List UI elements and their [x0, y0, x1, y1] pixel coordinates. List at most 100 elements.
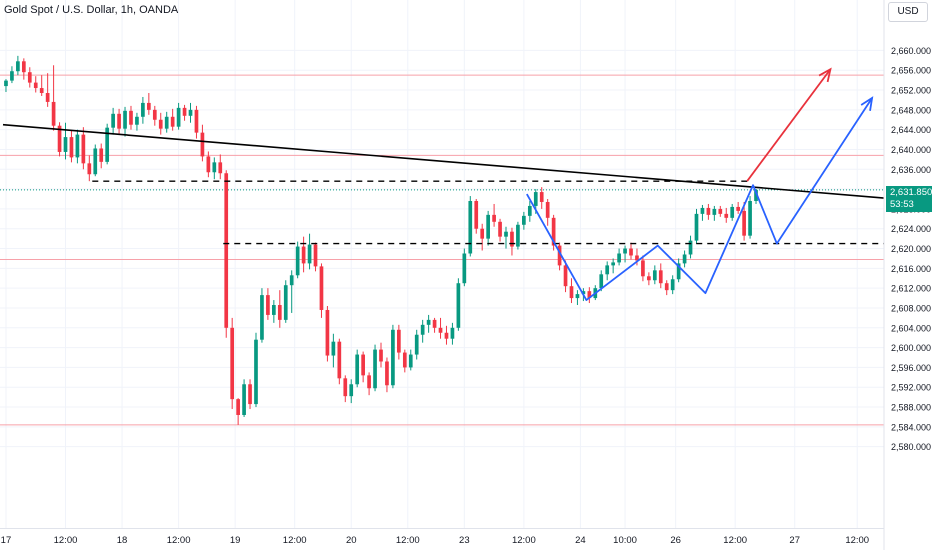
- candle: [486, 210, 490, 246]
- candle: [10, 66, 14, 84]
- candle-body: [379, 349, 383, 362]
- candle-body: [545, 201, 550, 218]
- candle: [295, 241, 300, 279]
- y-tick-label: 2,604.000: [891, 323, 931, 333]
- x-tick-label: 12:00: [845, 535, 869, 546]
- arrowhead-blue: [860, 96, 874, 111]
- candle-body: [397, 329, 401, 353]
- candle: [652, 265, 657, 285]
- candle-body: [99, 148, 104, 162]
- candle-body: [57, 125, 62, 152]
- currency-button[interactable]: USD: [888, 2, 928, 22]
- candle: [57, 122, 62, 157]
- projection-path-blue: [526, 97, 873, 301]
- y-tick-label: 2,588.000: [891, 403, 931, 413]
- candle: [557, 242, 562, 271]
- candle-body: [623, 248, 627, 254]
- candle-body: [188, 109, 193, 116]
- y-tick-label: 2,600.000: [891, 343, 931, 353]
- candle: [182, 104, 187, 121]
- candle-body: [152, 109, 157, 120]
- candle: [212, 157, 217, 180]
- candle: [141, 96, 145, 124]
- candle-body: [480, 228, 485, 239]
- candle-body: [587, 291, 592, 299]
- candle: [456, 278, 461, 331]
- candle: [700, 204, 705, 221]
- candle-body: [307, 244, 312, 264]
- candle: [617, 248, 621, 266]
- candle: [438, 317, 443, 339]
- current-price-badge: 2,631.850 53:53: [886, 186, 932, 212]
- candle: [670, 275, 675, 295]
- candle: [4, 79, 8, 93]
- candle: [123, 106, 127, 137]
- candle: [87, 155, 92, 182]
- x-tick-label: 23: [459, 535, 470, 546]
- candle: [408, 349, 413, 371]
- candle-body: [248, 384, 252, 405]
- candle-body: [504, 231, 508, 237]
- x-tick-label: 12:00: [396, 535, 420, 546]
- candle: [260, 288, 264, 343]
- chart-title: Gold Spot / U.S. Dollar, 1h, OANDA: [4, 4, 179, 16]
- candle: [397, 324, 401, 360]
- candle-body: [700, 207, 705, 214]
- candle-body: [51, 101, 56, 126]
- y-tick-label: 2,592.000: [891, 383, 931, 393]
- y-tick-label: 2,660.000: [891, 46, 931, 56]
- candle: [283, 280, 288, 323]
- candle: [248, 379, 252, 410]
- candle: [718, 205, 723, 217]
- y-tick-label: 2,616.000: [891, 264, 931, 274]
- candle-body: [486, 214, 490, 239]
- candle: [337, 338, 342, 385]
- candle-body: [474, 200, 479, 229]
- x-tick-label: 27: [789, 535, 800, 546]
- candle: [313, 242, 318, 272]
- candle-body: [283, 285, 288, 320]
- candle-body: [117, 113, 121, 129]
- candle: [277, 290, 282, 328]
- candle: [224, 170, 229, 338]
- y-tick-label: 2,580.000: [891, 442, 931, 452]
- candle: [682, 250, 687, 268]
- candle: [402, 349, 407, 373]
- candle-body: [712, 208, 717, 215]
- candle: [236, 398, 240, 425]
- candle-body: [516, 224, 520, 247]
- candle: [468, 196, 473, 257]
- candle-body: [414, 334, 419, 355]
- trend-line: [2, 123, 885, 199]
- candle: [289, 270, 294, 313]
- candle-body: [236, 399, 240, 415]
- candle: [575, 290, 580, 306]
- candle-body: [438, 327, 443, 333]
- candle-body: [176, 107, 181, 127]
- candle: [319, 263, 324, 318]
- candle-body: [420, 324, 425, 335]
- candle: [194, 105, 199, 139]
- candle-body: [260, 295, 264, 340]
- candle: [492, 203, 496, 227]
- candle-body: [182, 107, 187, 116]
- candle-body: [557, 245, 562, 266]
- candle-body: [724, 213, 729, 218]
- candle: [63, 122, 68, 160]
- candle-body: [313, 244, 318, 267]
- candle: [688, 235, 693, 259]
- candle-body: [647, 276, 651, 281]
- candle: [516, 221, 520, 250]
- candle-body: [105, 127, 110, 162]
- x-tick-label: 12:00: [54, 535, 78, 546]
- candle-body: [492, 214, 496, 222]
- candle-body: [129, 110, 133, 125]
- y-tick-label: 2,640.000: [891, 145, 931, 155]
- candle: [545, 199, 550, 226]
- candle: [587, 287, 592, 304]
- candle: [611, 258, 615, 274]
- y-tick-label: 2,584.000: [891, 422, 931, 432]
- candle-body: [539, 192, 544, 202]
